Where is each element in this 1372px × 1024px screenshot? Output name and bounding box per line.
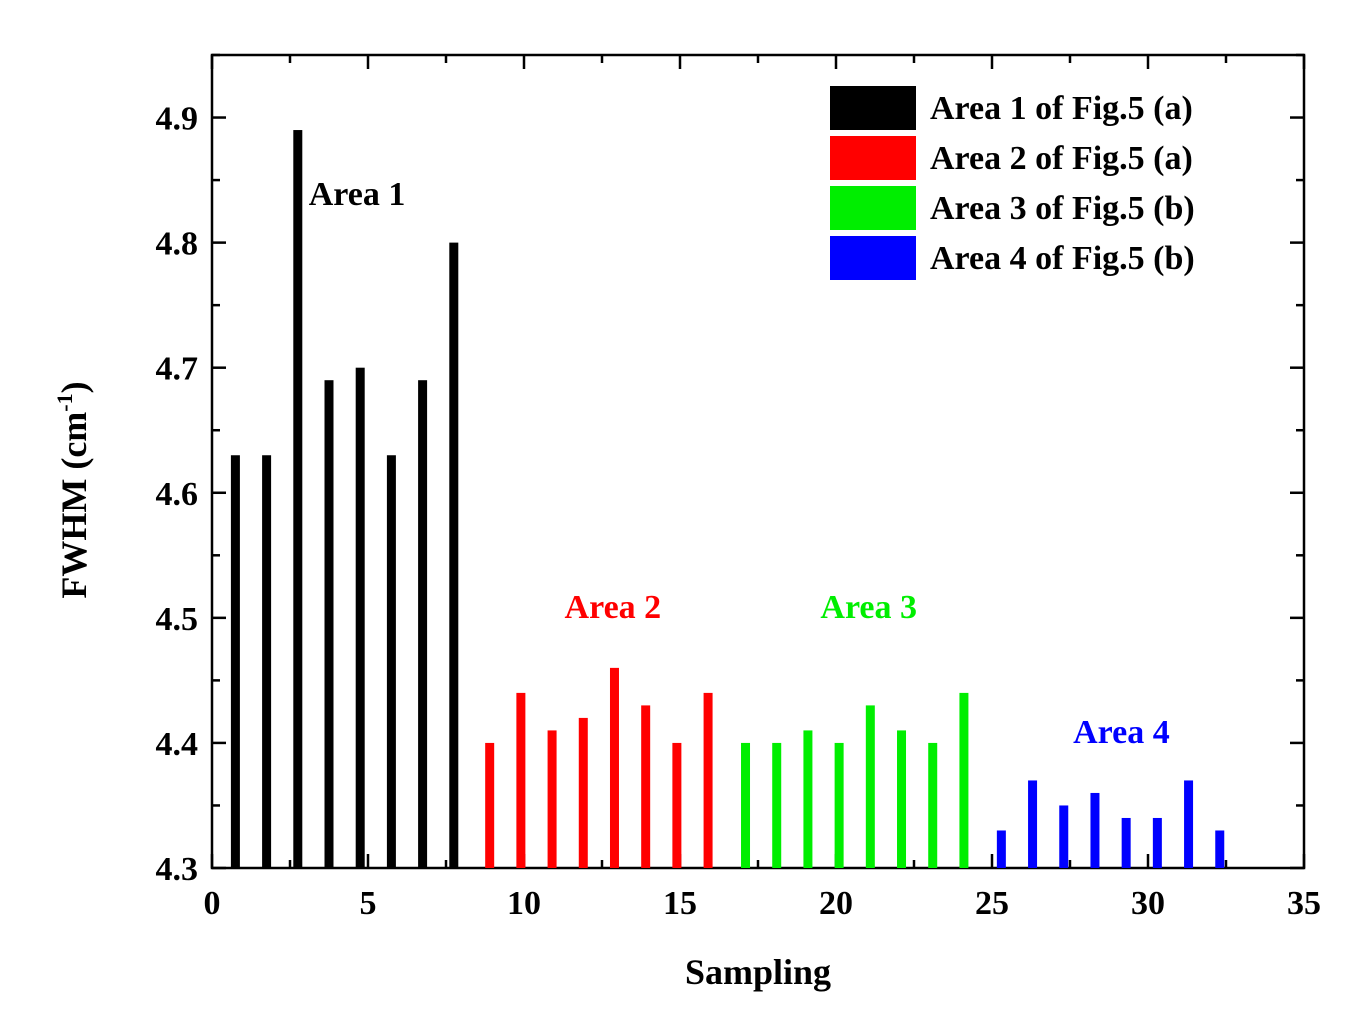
area-annotations: Area 1 Area 2 Area 3 Area 4 bbox=[309, 176, 1170, 751]
bar-area2-7 bbox=[672, 742, 682, 868]
bar-area4-5 bbox=[1121, 817, 1131, 868]
bar-area1-6 bbox=[386, 455, 396, 868]
bar-area2-1 bbox=[485, 742, 495, 868]
bar-area4-6 bbox=[1152, 817, 1162, 868]
legend-swatch-area1 bbox=[830, 86, 916, 130]
bar-area1-1 bbox=[230, 455, 240, 868]
bar-area4-8 bbox=[1215, 830, 1225, 868]
bar-area1-4 bbox=[324, 380, 334, 868]
annotation-area4: Area 4 bbox=[1073, 714, 1170, 751]
x-tick-label: 5 bbox=[360, 885, 377, 922]
y-axis-title: FWHM (cm-1) bbox=[52, 381, 94, 598]
legend-label-area3: Area 3 of Fig.5 (b) bbox=[930, 190, 1195, 227]
bar-area4-4 bbox=[1090, 792, 1100, 868]
y-tick-label: 4.9 bbox=[156, 101, 199, 138]
bar-area1-3 bbox=[293, 130, 303, 869]
bar-area4-3 bbox=[1059, 805, 1069, 868]
x-tick-label: 35 bbox=[1287, 885, 1321, 922]
legend-swatch-area3 bbox=[830, 186, 916, 230]
bar-area2-3 bbox=[547, 730, 557, 868]
bar-area2-8 bbox=[703, 692, 713, 868]
annotation-area1: Area 1 bbox=[309, 176, 406, 213]
y-axis-title-superscript: -1 bbox=[52, 393, 77, 411]
axis-ticks: 0 5 10 15 20 25 30 35 4.3 4.4 4.5 4.6 4.7 4.8 4.9 bbox=[156, 53, 1321, 922]
y-tick-label: 4.8 bbox=[156, 226, 199, 263]
legend-swatch-area4 bbox=[830, 236, 916, 280]
bar-area1-7 bbox=[418, 380, 428, 868]
legend-swatch-area2 bbox=[830, 136, 916, 180]
legend-label-area4: Area 4 of Fig.5 (b) bbox=[930, 240, 1195, 277]
y-axis-title-close: ) bbox=[54, 381, 94, 393]
bar-area4-1 bbox=[996, 830, 1006, 868]
bar-area3-2 bbox=[772, 742, 782, 868]
x-tick-label: 10 bbox=[507, 885, 541, 922]
bar-area3-6 bbox=[897, 730, 907, 868]
y-tick-label: 4.4 bbox=[156, 726, 199, 763]
bar-area1-2 bbox=[262, 455, 272, 868]
y-tick-label: 4.5 bbox=[156, 601, 199, 638]
bar-area3-7 bbox=[928, 742, 938, 868]
bar-area3-1 bbox=[741, 742, 751, 868]
bar-area2-5 bbox=[609, 667, 619, 868]
legend-label-area1: Area 1 of Fig.5 (a) bbox=[930, 90, 1193, 127]
annotation-area2: Area 2 bbox=[565, 589, 662, 626]
bar-area1-8 bbox=[449, 242, 459, 869]
bar-area4-7 bbox=[1184, 780, 1194, 868]
bar-area3-5 bbox=[865, 705, 875, 868]
annotation-area3: Area 3 bbox=[820, 589, 917, 626]
y-axis-title-main: FWHM (cm bbox=[54, 412, 94, 599]
legend: Area 1 of Fig.5 (a) Area 2 of Fig.5 (a) … bbox=[830, 86, 1195, 280]
bar-area2-2 bbox=[516, 692, 526, 868]
x-tick-label: 0 bbox=[204, 885, 221, 922]
bar-area4-2 bbox=[1028, 780, 1038, 868]
x-tick-label: 15 bbox=[663, 885, 697, 922]
y-tick-label: 4.7 bbox=[156, 351, 199, 388]
y-tick-label: 4.3 bbox=[156, 851, 199, 888]
legend-label-area2: Area 2 of Fig.5 (a) bbox=[930, 140, 1193, 177]
bar-area1-5 bbox=[355, 367, 365, 868]
bar-area2-4 bbox=[578, 717, 588, 868]
y-tick-label: 4.6 bbox=[156, 476, 199, 513]
bar-area3-4 bbox=[834, 742, 844, 868]
x-tick-label: 20 bbox=[819, 885, 853, 922]
x-tick-label: 25 bbox=[975, 885, 1009, 922]
bar-area3-8 bbox=[959, 692, 969, 868]
bars-group bbox=[230, 130, 1225, 869]
x-axis-title: Sampling bbox=[685, 952, 831, 992]
bar-area2-6 bbox=[641, 705, 651, 868]
x-tick-label: 30 bbox=[1131, 885, 1165, 922]
bar-area3-3 bbox=[803, 730, 813, 868]
